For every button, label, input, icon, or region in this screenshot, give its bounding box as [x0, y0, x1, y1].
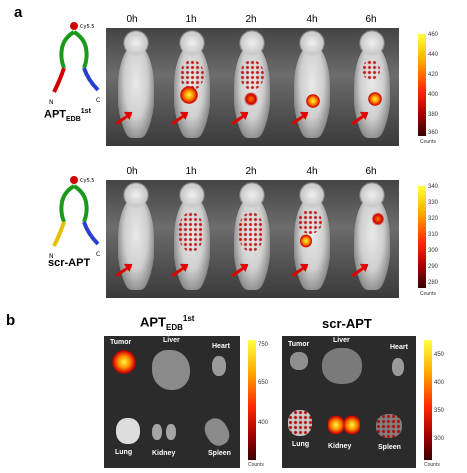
aptamer-structure-diagram: Cy5.5 N C — [49, 22, 100, 106]
panel-a-letter: a — [14, 4, 23, 21]
panel-b-letter: b — [6, 312, 16, 329]
svg-text:Cy5.5: Cy5.5 — [80, 24, 94, 30]
time-label-6h: 6h — [365, 14, 377, 25]
svg-text:N: N — [49, 253, 54, 260]
exvivo-left-title: APTEDB1st — [140, 314, 195, 332]
row2-probe-label: scr-APT — [48, 257, 91, 269]
time-label-1h: 1h — [185, 166, 197, 177]
exvivo-right-title: scr-APT — [322, 316, 372, 331]
time-label-2h: 2h — [245, 14, 257, 25]
time-label-2h: 2h — [245, 166, 257, 177]
row1-color-scale — [418, 34, 426, 136]
svg-text:N: N — [49, 99, 54, 106]
time-label-4h: 4h — [306, 14, 318, 25]
time-label-6h: 6h — [365, 166, 377, 177]
exvivo-left-color-scale — [248, 340, 256, 460]
row2-color-scale — [418, 186, 426, 288]
row1-probe-label: APTEDB1st — [44, 108, 91, 123]
scrambled-aptamer-structure-diagram: Cy5.5 N C — [49, 176, 100, 260]
time-label-0h: 0h — [126, 14, 138, 25]
svg-text:C: C — [96, 251, 100, 258]
svg-text:C: C — [96, 97, 100, 104]
svg-text:Cy5.5: Cy5.5 — [80, 178, 94, 184]
exvivo-right-color-scale — [424, 340, 432, 460]
time-label-1h: 1h — [185, 14, 197, 25]
time-label-0h: 0h — [126, 166, 138, 177]
time-label-4h: 4h — [306, 166, 318, 177]
